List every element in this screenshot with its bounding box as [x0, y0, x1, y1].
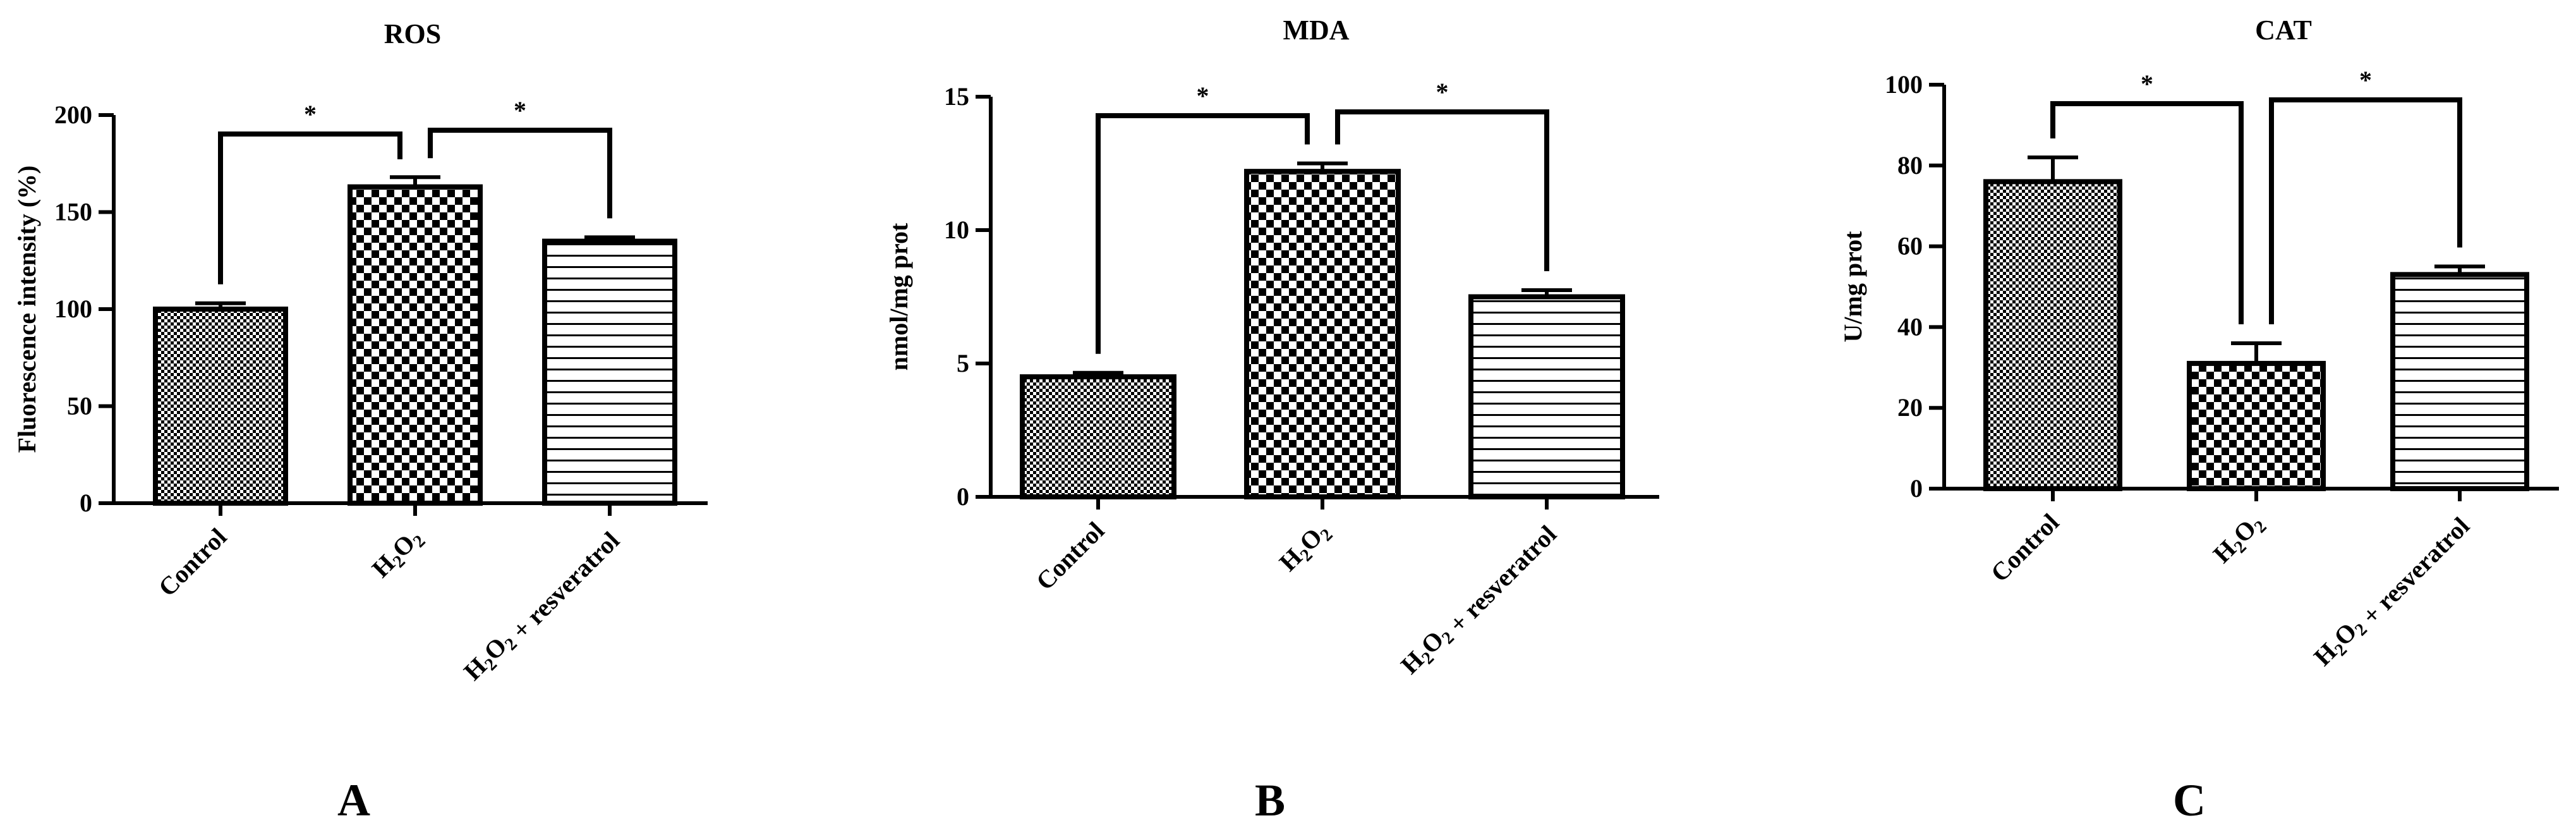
category-label-2: H2O2 [366, 523, 430, 586]
category-label-2: H2O2 [1274, 516, 1337, 580]
significance-star: * [304, 100, 317, 128]
bar-3 [542, 238, 677, 506]
chart-title: MDA [1283, 15, 1349, 46]
category-label-1: Control [1985, 508, 2065, 588]
y-tick-label: 100 [1885, 70, 1923, 99]
bar-2 [2187, 360, 2326, 491]
y-axis-label: U/mg prot [1839, 231, 1867, 343]
significance-star: * [2141, 70, 2153, 98]
significance-bracket [428, 128, 612, 219]
panel-c: CAT U/mg prot 0 20 40 60 80 100 Control H2O2 H2O2 … [1839, 15, 2559, 826]
panel-a: ROS Fluorescence intensity (%) 0 50 100 150 20… [13, 18, 708, 826]
y-tick-label: 5 [957, 349, 969, 377]
chart-title: CAT [2255, 15, 2312, 46]
y-tick-label: 200 [54, 101, 92, 129]
bar-1 [1020, 374, 1176, 499]
y-tick-label: 0 [80, 489, 92, 517]
bar-2 [348, 184, 483, 506]
bar-1 [153, 307, 288, 506]
y-tick-label: 60 [1897, 232, 1923, 260]
y-tick-label: 15 [944, 82, 969, 111]
significance-bracket [2050, 101, 2244, 324]
y-tick-label: 80 [1897, 151, 1923, 180]
bar-1 [1983, 179, 2122, 491]
y-tick-label: 0 [1910, 474, 1923, 503]
y-tick-label: 20 [1897, 393, 1923, 422]
significance-bracket [1335, 109, 1549, 271]
category-label-1: Control [153, 523, 233, 602]
panel-b: MDA nmol/mg prot 0 5 10 15 Control H2O2 H2O2 + r… [885, 15, 1659, 826]
y-tick-label: 0 [957, 482, 969, 511]
category-label-3: H2O2 + resveratrol [2308, 508, 2475, 675]
significance-star: * [514, 96, 526, 125]
y-tick-label: 10 [944, 216, 969, 244]
category-label-3: H2O2 + resveratrol [458, 523, 625, 690]
y-tick-label: 150 [54, 198, 92, 226]
y-axis-label: nmol/mg prot [885, 223, 913, 370]
y-tick-label: 50 [67, 392, 92, 420]
bar-3 [1468, 294, 1625, 499]
bar-3 [2390, 272, 2529, 491]
category-label-3: H2O2 + resveratrol [1395, 516, 1562, 683]
panel-label: B [1255, 775, 1285, 826]
significance-bracket [1096, 113, 1310, 354]
chart-title: ROS [384, 18, 441, 49]
bar-2 [1244, 169, 1401, 500]
panel-label: A [337, 775, 370, 826]
y-axis-label: Fluorescence intensity (%) [13, 166, 41, 453]
significance-bracket [218, 131, 402, 284]
y-tick-label: 100 [54, 295, 92, 323]
category-label-2: H2O2 [2208, 508, 2271, 571]
significance-star: * [1197, 82, 1209, 110]
category-label-1: Control [1031, 516, 1110, 596]
significance-bracket [2269, 97, 2462, 324]
y-tick-label: 40 [1897, 312, 1923, 341]
significance-star: * [2359, 66, 2372, 94]
significance-star: * [1436, 78, 1449, 106]
panel-label: C [2173, 775, 2206, 826]
